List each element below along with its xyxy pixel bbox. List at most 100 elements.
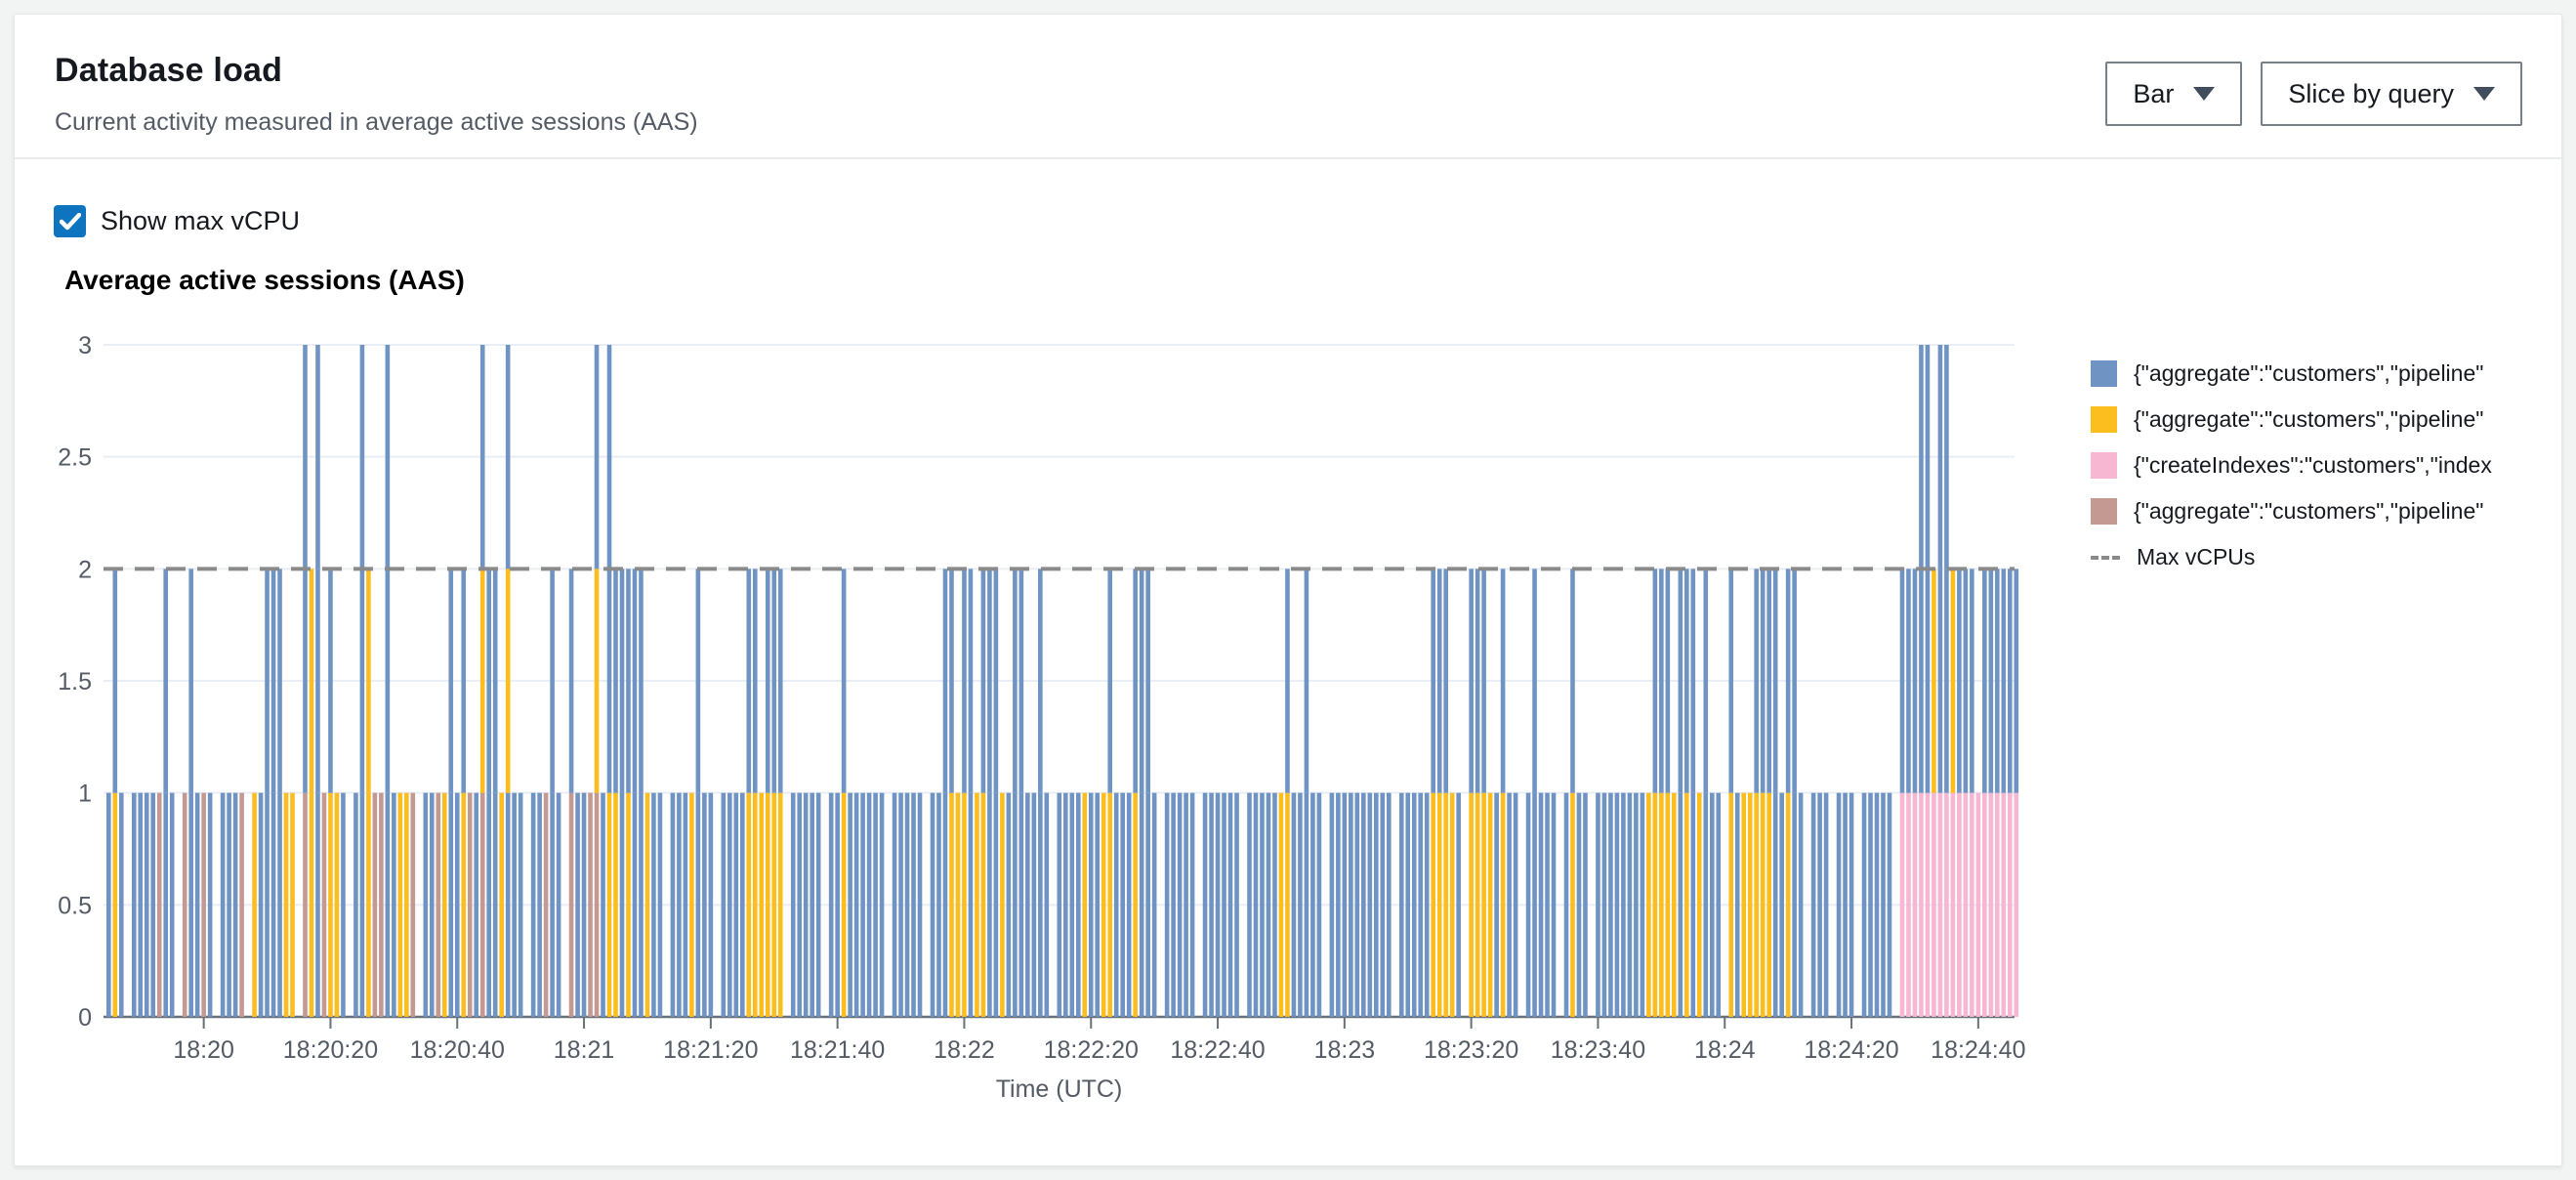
aas-bar-segment[interactable] [1779,792,1784,1017]
aas-bar-segment[interactable] [182,792,187,1017]
aas-bar-segment[interactable] [689,792,694,1017]
aas-bar-segment[interactable] [1222,792,1226,1017]
aas-bar-segment[interactable] [942,792,948,1017]
aas-bar-segment[interactable] [677,792,682,1017]
aas-bar-segment[interactable] [1684,569,1689,793]
aas-bar-segment[interactable] [1481,792,1486,1017]
aas-bar-segment[interactable] [632,569,638,793]
aas-bar-segment[interactable] [1304,792,1309,1017]
aas-bar-segment[interactable] [1944,792,1949,1017]
aas-bar-segment[interactable] [118,792,124,1017]
aas-bar-segment[interactable] [1551,792,1557,1017]
aas-bar-segment[interactable] [1760,569,1766,793]
aas-bar-segment[interactable] [759,792,765,1017]
aas-bar-segment[interactable] [1310,792,1315,1017]
aas-bar-segment[interactable] [588,792,593,1017]
aas-bar-segment[interactable] [1583,792,1588,1017]
aas-bar-segment[interactable] [1665,569,1671,793]
aas-bar-segment[interactable] [1456,792,1461,1017]
aas-bar-segment[interactable] [303,792,308,1017]
aas-bar-segment[interactable] [1754,792,1759,1017]
aas-bar-segment[interactable] [1272,792,1277,1017]
aas-bar-segment[interactable] [815,792,821,1017]
aas-bar-segment[interactable] [936,792,941,1017]
show-max-vcpu-label[interactable]: Show max vCPU [101,206,301,235]
aas-bar-segment[interactable] [1887,792,1892,1017]
aas-bar-segment[interactable] [993,569,999,793]
aas-bar-segment[interactable] [1912,792,1918,1017]
aas-bar-segment[interactable] [962,569,967,793]
aas-bar-segment[interactable] [283,792,289,1017]
aas-bar-segment[interactable] [1734,792,1740,1017]
aas-bar-segment[interactable] [930,792,935,1017]
aas-bar-segment[interactable] [201,792,206,1017]
aas-bar-segment[interactable] [866,792,872,1017]
aas-bar-segment[interactable] [436,792,441,1017]
aas-bar-segment[interactable] [2014,792,2019,1017]
aas-bar-segment[interactable] [1703,569,1709,793]
aas-bar-segment[interactable] [1970,792,1974,1017]
aas-bar-segment[interactable] [385,345,391,569]
aas-bar-segment[interactable] [1741,792,1747,1017]
aas-bar-segment[interactable] [163,792,169,1017]
aas-bar-segment[interactable] [530,792,536,1017]
aas-bar-segment[interactable] [1374,792,1379,1017]
aas-bar-segment[interactable] [2001,569,2007,793]
aas-bar-segment[interactable] [733,792,739,1017]
aas-bar-segment[interactable] [1950,792,1956,1017]
aas-bar-segment[interactable] [1431,792,1436,1017]
aas-bar-segment[interactable] [1563,792,1569,1017]
aas-bar-segment[interactable] [474,792,479,1017]
aas-bar-segment[interactable] [1291,792,1297,1017]
aas-bar-segment[interactable] [841,569,847,793]
aas-bar-segment[interactable] [1988,792,1994,1017]
aas-bar-segment[interactable] [619,569,625,793]
aas-bar-segment[interactable] [771,569,777,793]
aas-bar-segment[interactable] [1120,792,1125,1017]
aas-bar-segment[interactable] [1596,792,1600,1017]
aas-bar-segment[interactable] [708,792,714,1017]
aas-bar-segment[interactable] [1652,792,1658,1017]
aas-bar-segment[interactable] [987,792,992,1017]
aas-bar-segment[interactable] [270,792,276,1017]
aas-bar-segment[interactable] [1906,569,1911,793]
aas-bar-segment[interactable] [1013,569,1018,793]
aas-bar-segment[interactable] [410,792,416,1017]
aas-bar-segment[interactable] [1792,792,1797,1017]
slice-by-dropdown[interactable]: Slice by query [2261,62,2522,126]
aas-bar-segment[interactable] [1532,792,1537,1017]
aas-bar-segment[interactable] [1601,792,1607,1017]
aas-bar-segment[interactable] [1494,792,1499,1017]
aas-bar-segment[interactable] [1133,792,1138,1017]
aas-bar-segment[interactable] [441,792,447,1017]
aas-bar-segment[interactable] [1785,792,1791,1017]
aas-bar-segment[interactable] [1925,345,1931,569]
aas-bar-segment[interactable] [1899,792,1905,1017]
aas-bar-segment[interactable] [1285,792,1290,1017]
aas-bar-segment[interactable] [746,569,752,793]
aas-bar-segment[interactable] [265,792,270,1017]
aas-bar-segment[interactable] [1621,792,1626,1017]
aas-bar-segment[interactable] [1659,569,1664,793]
aas-bar-segment[interactable] [1260,792,1265,1017]
aas-chart[interactable]: 0 0.5 1 1.5 2 2.5 3 18:20 18:20:20 18:20:40 18:21 1… [15,15,2561,1165]
aas-bar-segment[interactable] [1342,792,1348,1017]
aas-bar-segment[interactable] [1772,792,1778,1017]
aas-bar-segment[interactable] [594,569,600,793]
aas-bar-segment[interactable] [1247,792,1252,1017]
aas-bar-segment[interactable] [1507,792,1512,1017]
aas-bar-segment[interactable] [315,345,320,569]
aas-bar-segment[interactable] [962,792,967,1017]
aas-bar-segment[interactable] [1145,569,1150,793]
aas-bar-segment[interactable] [1475,792,1480,1017]
aas-bar-segment[interactable] [366,569,371,793]
aas-bar-segment[interactable] [1354,792,1360,1017]
aas-bar-segment[interactable] [359,569,365,793]
aas-bar-segment[interactable] [359,345,365,569]
aas-bar-segment[interactable] [1861,792,1867,1017]
aas-bar-segment[interactable] [727,792,732,1017]
aas-bar-segment[interactable] [575,792,580,1017]
aas-bar-segment[interactable] [1069,792,1075,1017]
aas-bar-segment[interactable] [454,792,460,1017]
aas-bar-segment[interactable] [1728,569,1734,793]
